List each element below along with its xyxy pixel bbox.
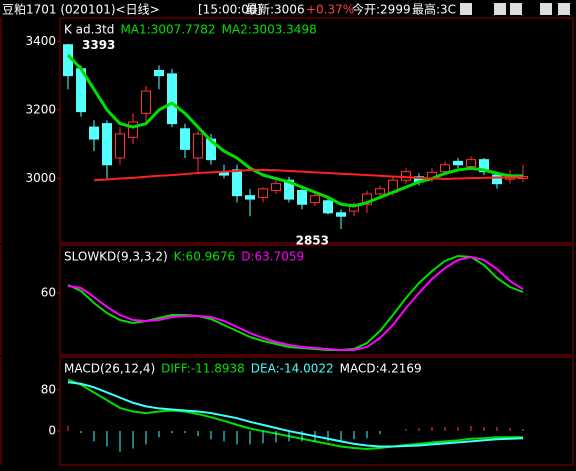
candle-body (479, 159, 489, 173)
y-tick-label: 80 (41, 382, 56, 396)
candle-body (232, 169, 242, 197)
tool-button[interactable] (460, 3, 472, 15)
high-annotation: 3393 (82, 38, 115, 52)
candle-body (453, 160, 463, 166)
time: [15:00:00] (198, 3, 261, 17)
candle-body (271, 183, 281, 192)
legend-entry: D:63.7059 (241, 250, 304, 264)
toolbar (460, 3, 570, 15)
y-tick-label: 60 (41, 286, 56, 300)
moving-average (66, 54, 524, 208)
header-bar (0, 0, 576, 18)
panel-title: SLOWKD(9,3,3,2) (64, 250, 168, 264)
indicator-line (67, 254, 524, 351)
legend-entry: DIFF:-11.8938 (161, 362, 245, 376)
candle-body (401, 171, 411, 181)
candle-body (492, 174, 502, 185)
candle-body (349, 203, 359, 212)
y-tick-label: 3000 (25, 171, 56, 185)
candle-body (362, 193, 372, 205)
candle-body (154, 69, 164, 77)
tool-button[interactable] (540, 3, 552, 15)
tool-button[interactable] (494, 3, 506, 15)
y-tick-label: 0 (48, 424, 56, 438)
indicator-line (67, 378, 524, 451)
low-annotation: 2853 (296, 233, 329, 247)
candle-body (167, 73, 177, 125)
instrument: 豆粕1701 (020101)<日线> (2, 2, 160, 17)
candle-body (323, 200, 333, 214)
candle-body (102, 123, 112, 166)
change: +0.37% (306, 3, 354, 17)
legend-entry: K:60.9676 (174, 250, 236, 264)
moving-average (93, 168, 524, 182)
candle-body (440, 164, 450, 173)
latest: 最新:3006 (246, 2, 305, 17)
legend-entry: DEA:-14.0022 (251, 362, 334, 376)
candle-body (297, 190, 307, 205)
open: 今开:2999 (352, 2, 411, 17)
legend-entry: MA2:3003.3498 (222, 23, 317, 37)
panel-title: MACD(26,12,4) (64, 362, 155, 376)
candle-body (375, 188, 385, 195)
candle-body (115, 133, 125, 159)
candle-body (180, 128, 190, 150)
panel-frame (59, 244, 574, 356)
candle-body (245, 195, 255, 200)
candle-body (89, 126, 99, 140)
indicator-line (67, 381, 524, 448)
legend-entry: MACD:4.2169 (340, 362, 422, 376)
candle-body (141, 90, 151, 114)
tool-button[interactable] (558, 3, 570, 15)
candle-body (336, 212, 346, 217)
y-tick-label: 3400 (25, 34, 56, 48)
candle-body (466, 159, 476, 168)
y-tick-label: 3200 (25, 102, 56, 116)
indicator-line (67, 255, 524, 351)
legend-entry: MA1:3007.7782 (120, 23, 215, 37)
candle-body (310, 195, 320, 204)
candle-body (193, 133, 203, 159)
panel-title: K ad.3td (64, 23, 114, 37)
candle-body (284, 179, 294, 200)
tool-button[interactable] (510, 3, 522, 15)
candle-body (258, 188, 268, 198)
panel-frame (59, 17, 574, 244)
panel-frame (59, 356, 574, 466)
high: 最高:3C (412, 2, 456, 17)
candle-body (128, 121, 138, 138)
